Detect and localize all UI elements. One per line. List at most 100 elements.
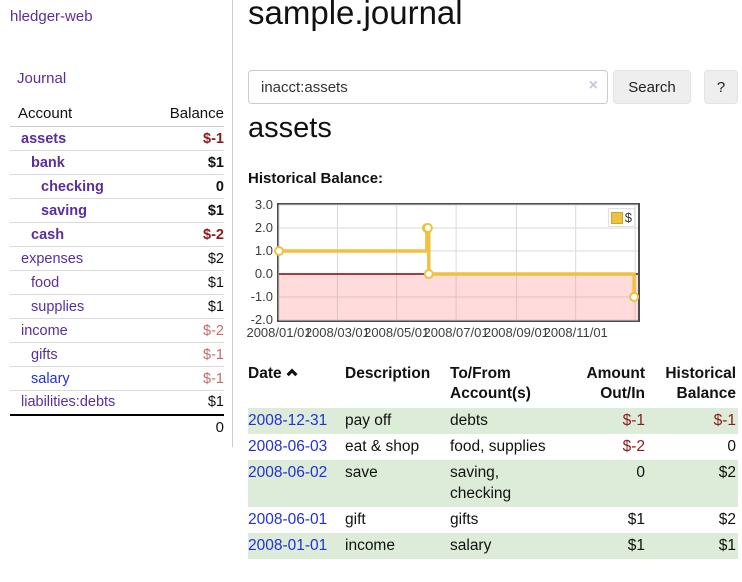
register-col-date-label: Date: [248, 365, 282, 382]
account-balance: $-2: [151, 318, 224, 343]
transaction-balance: $2: [718, 464, 736, 481]
account-balance: $2: [151, 246, 224, 271]
account-link-gifts[interactable]: gifts: [31, 346, 58, 363]
chevron-up-icon: [286, 364, 298, 384]
x-axis-tick-label: 2008/09/01: [483, 325, 549, 340]
account-balance: $1: [151, 390, 224, 415]
transaction-date-link[interactable]: 2008-06-03: [248, 438, 328, 455]
transaction-accounts: food, supplies: [450, 438, 546, 455]
transaction-date-link[interactable]: 2008-01-01: [248, 537, 328, 554]
transaction-description: gift: [345, 511, 366, 528]
y-axis-tick-label: 1.0: [254, 243, 273, 258]
account-balance: $-2: [151, 222, 224, 247]
account-balance: 0: [151, 174, 224, 199]
account-balance: $1: [151, 270, 224, 295]
account-row: gifts $-1: [10, 342, 224, 367]
account-link-saving[interactable]: saving: [41, 202, 87, 219]
chart-section-heading: Historical Balance:: [248, 170, 384, 187]
accounts-total-value: 0: [151, 413, 224, 439]
account-link-assets[interactable]: assets: [21, 130, 67, 147]
accounts-col-header-balance: Balance: [151, 102, 224, 127]
account-row: income $-2: [10, 318, 224, 343]
account-link-income[interactable]: income: [21, 322, 68, 339]
chart-series: [274, 204, 640, 321]
account-row: bank $1: [10, 150, 224, 175]
register-row: 2008-01-01 income salary $1 $1: [248, 533, 738, 559]
historical-balance-chart: 3.0 2.0 1.0 0.0 -1.0 -2.0 $ 2008/01/01 2008/03…: [246, 197, 738, 346]
account-balance: $-1: [151, 342, 224, 367]
transaction-amount: $-1: [622, 412, 645, 429]
clear-search-icon[interactable]: ×: [588, 77, 598, 94]
register-header-row: Date Description To/From Account(s) Amou…: [248, 362, 738, 408]
account-row: checking 0: [10, 174, 224, 199]
y-axis-tick-label: 0.0: [254, 266, 273, 281]
x-axis-tick-label: 2008/01/01: [246, 325, 312, 340]
help-button[interactable]: ?: [704, 70, 738, 104]
transaction-amount: $-2: [622, 438, 645, 455]
transaction-date-link[interactable]: 2008-12-31: [248, 412, 328, 429]
transaction-accounts: salary: [450, 537, 492, 554]
transaction-accounts: gifts: [450, 511, 479, 528]
account-row: cash $-2: [10, 222, 224, 247]
account-balance: $1: [151, 150, 224, 175]
y-axis-tick-label: -1.0: [250, 289, 273, 304]
account-link-expenses[interactable]: expenses: [21, 250, 84, 267]
accounts-header-row: Account Balance: [10, 102, 224, 127]
account-row: supplies $1: [10, 294, 224, 319]
main-content: sample.journal × Search ? assets Histori…: [246, 0, 738, 582]
sidebar-item-journal[interactable]: Journal: [17, 70, 67, 87]
transaction-description: save: [345, 464, 378, 481]
register-row: 2008-06-03 eat & shop food, supplies $-2…: [248, 434, 738, 460]
account-link-checking[interactable]: checking: [41, 178, 104, 195]
transaction-balance: $1: [718, 537, 736, 554]
accounts-total-row: 0: [10, 413, 224, 439]
register-row: 2008-06-01 gift gifts $1 $2: [248, 507, 738, 533]
transaction-amount: $1: [627, 511, 645, 528]
account-link-food[interactable]: food: [31, 274, 60, 291]
transaction-description: income: [345, 537, 395, 554]
account-row: liabilities:debts $1: [10, 390, 224, 415]
transaction-amount: 0: [636, 464, 645, 481]
register-col-date[interactable]: Date: [248, 362, 345, 408]
transaction-date-link[interactable]: 2008-06-02: [248, 464, 328, 481]
transaction-description: eat & shop: [345, 438, 420, 455]
account-balance: $-1: [151, 366, 224, 391]
account-row: food $1: [10, 270, 224, 295]
transaction-balance: 0: [727, 438, 736, 455]
account-balance: $1: [151, 198, 224, 223]
x-axis-tick-label: 2008/05/01: [364, 325, 430, 340]
transaction-date-link[interactable]: 2008-06-01: [248, 511, 328, 528]
register-col-amount: Amount Out/In: [586, 365, 645, 402]
account-balance: $-1: [151, 126, 224, 151]
account-row: saving $1: [10, 198, 224, 223]
account-link-supplies[interactable]: supplies: [31, 298, 85, 315]
y-axis-tick-label: -2.0: [250, 312, 273, 327]
account-row: assets $-1: [10, 126, 224, 151]
transaction-balance: $-1: [713, 412, 736, 429]
transaction-accounts: debts: [450, 412, 488, 429]
account-link-bank[interactable]: bank: [31, 154, 65, 171]
register-col-balance: Historical Balance: [665, 365, 736, 402]
search-button[interactable]: Search: [613, 70, 691, 104]
register-col-accounts: To/From Account(s): [450, 365, 531, 402]
x-axis-tick-label: 2008/03/01: [304, 325, 370, 340]
account-link-liabilities-debts[interactable]: liabilities:debts: [21, 394, 116, 411]
chart-legend: $: [607, 208, 635, 227]
register-table: Date Description To/From Account(s) Amou…: [248, 362, 738, 559]
x-axis-tick-label: 2008/11/01: [543, 325, 608, 340]
transaction-description: pay off: [345, 412, 392, 429]
accounts-table: Account Balance assets $-1 bank $1 check…: [10, 102, 224, 439]
chart-plot-area: $: [274, 203, 640, 322]
register-col-description: Description: [345, 365, 431, 382]
transaction-amount: $1: [627, 537, 645, 554]
search-form: × Search ?: [248, 70, 738, 104]
account-link-cash[interactable]: cash: [31, 226, 65, 243]
y-axis-tick-label: 2.0: [254, 220, 273, 235]
register-row: 2008-06-02 save saving, checking 0 $2: [248, 460, 738, 507]
account-row: expenses $2: [10, 246, 224, 271]
search-input[interactable]: [248, 70, 608, 104]
sidebar: hledger-web Journal Account Balance asse…: [0, 0, 233, 447]
account-row: salary $-1: [10, 366, 224, 391]
account-link-salary[interactable]: salary: [31, 370, 70, 387]
app-brand-link[interactable]: hledger-web: [10, 8, 93, 25]
